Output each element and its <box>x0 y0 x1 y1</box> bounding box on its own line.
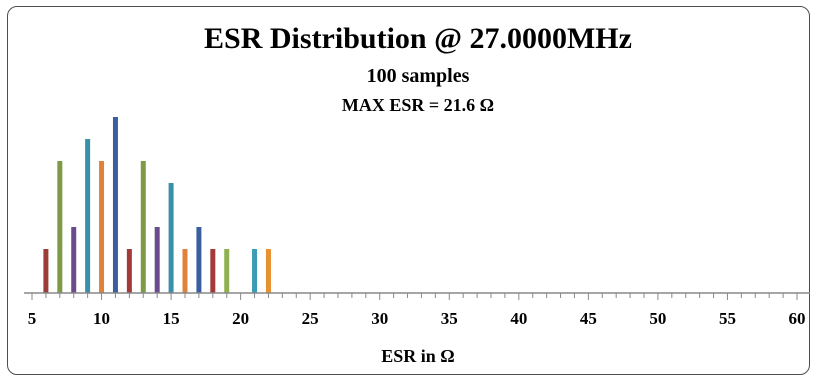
bar-series <box>43 117 271 293</box>
histogram-bar <box>57 161 63 293</box>
x-tick-label: 40 <box>510 309 527 328</box>
x-tick-label: 15 <box>163 309 180 328</box>
x-tick-label: 5 <box>28 309 37 328</box>
x-tick-label: 25 <box>302 309 319 328</box>
histogram-bar <box>43 249 49 293</box>
histogram-bar <box>168 183 174 293</box>
histogram-bar <box>126 249 132 293</box>
x-tick-label: 60 <box>789 309 806 328</box>
histogram-bar <box>99 161 105 293</box>
chart-title: ESR Distribution @ 27.0000MHz <box>204 22 632 55</box>
x-tick-label: 10 <box>93 309 110 328</box>
histogram-bar <box>224 249 230 293</box>
histogram-bar <box>265 249 271 293</box>
x-tick-label: 35 <box>441 309 458 328</box>
histogram-bar <box>112 117 118 293</box>
x-minor-ticks <box>31 293 798 300</box>
x-tick-label: 55 <box>719 309 736 328</box>
x-tick-label: 45 <box>580 309 597 328</box>
chart-subtitle: 100 samples <box>367 65 470 87</box>
chart-annotation: MAX ESR = 21.6 Ω <box>342 95 494 115</box>
histogram-bar <box>154 227 160 293</box>
histogram-bar <box>196 227 202 293</box>
x-tick-labels: 5 10 15 20 25 30 35 40 45 50 55 60 <box>28 309 806 328</box>
x-tick-label: 20 <box>232 309 249 328</box>
x-tick-label: 30 <box>371 309 388 328</box>
histogram-bar <box>140 161 146 293</box>
histogram-bar <box>252 249 258 293</box>
histogram-bar <box>85 139 91 293</box>
histogram-bar <box>71 227 77 293</box>
histogram-bar <box>182 249 188 293</box>
x-axis-label: ESR in Ω <box>381 346 454 366</box>
histogram-bar <box>210 249 216 293</box>
x-tick-label: 50 <box>649 309 666 328</box>
